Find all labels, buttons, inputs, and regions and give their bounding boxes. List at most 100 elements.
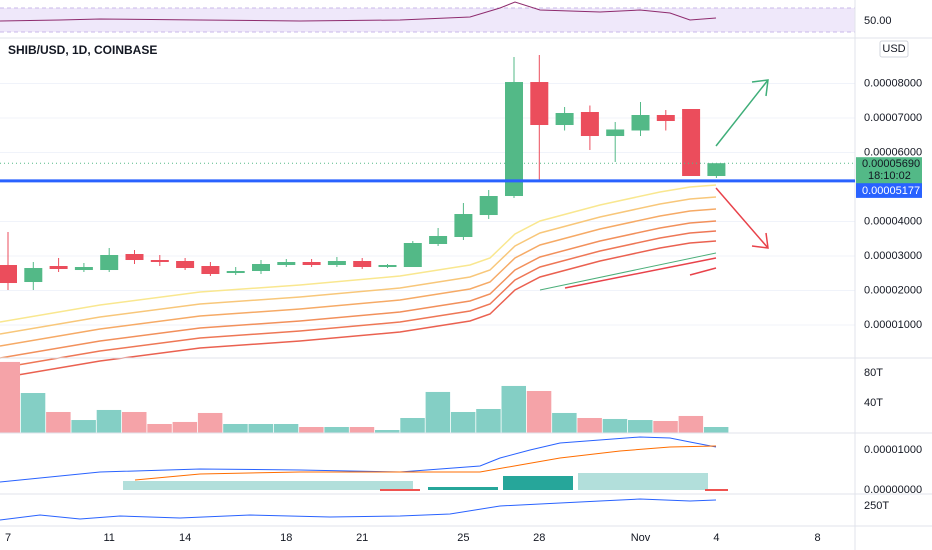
obv-line — [0, 498, 717, 521]
volume-bar — [375, 429, 400, 433]
volume-bar — [476, 408, 501, 433]
candle-body — [606, 129, 625, 137]
volume-bar — [703, 426, 729, 433]
volume-bar — [577, 417, 602, 433]
candle-body — [125, 254, 144, 261]
y-tick-label: 0.00004000 — [864, 215, 922, 227]
volume-bar — [678, 415, 704, 433]
up-arrow — [715, 79, 769, 147]
y-tick-label: 0.00006000 — [864, 146, 922, 158]
volume-bar — [46, 411, 71, 433]
rsi-line — [0, 1, 717, 22]
bottom-label: 250T — [864, 500, 889, 512]
rsi-label: 50.00 — [864, 15, 892, 27]
countdown-label: 18:10:02 — [868, 170, 911, 182]
candle-body — [201, 266, 220, 275]
volume-bar — [324, 426, 349, 433]
volume-bar — [0, 361, 20, 433]
x-tick-label: 11 — [103, 532, 114, 544]
x-tick-label: 28 — [533, 532, 545, 544]
chart-title: SHIB/USD, 1D, COINBASE — [8, 43, 157, 57]
candle-body — [631, 115, 650, 131]
volume-bar — [349, 426, 375, 433]
volume-bar — [20, 393, 46, 433]
volume-bar — [96, 409, 122, 433]
currency-label: USD — [882, 43, 905, 55]
candle-body — [378, 265, 397, 268]
candle-body — [24, 268, 43, 283]
x-tick-label: 7 — [5, 532, 11, 544]
candle-body — [353, 261, 372, 268]
volume-bar — [147, 423, 172, 433]
macd-label: 0.00001000 — [864, 444, 922, 456]
candle-body — [403, 242, 422, 268]
x-tick-label: 18 — [280, 532, 292, 544]
volume-bar — [526, 390, 552, 433]
support-badge — [856, 182, 922, 198]
candle-body — [100, 255, 119, 271]
y-tick-label: 0.00003000 — [864, 250, 922, 262]
candle-body — [454, 214, 473, 237]
macd-line — [0, 436, 717, 483]
x-tick-label: 14 — [179, 532, 191, 544]
volume-bar — [197, 412, 223, 433]
volume-bar — [450, 411, 476, 433]
currency-badge — [879, 40, 909, 58]
y-tick-label: 0.00002000 — [864, 284, 922, 296]
volume-bar — [172, 421, 198, 433]
ema-line — [564, 257, 717, 289]
volume-bar — [602, 418, 628, 433]
volume-bar — [552, 412, 577, 433]
candle-body — [479, 196, 498, 216]
x-tick-label: 8 — [815, 532, 821, 544]
volume-bar — [425, 391, 451, 433]
candle-body — [252, 264, 270, 272]
candle-body — [49, 266, 68, 270]
candle-body — [505, 82, 523, 197]
down-arrow-head — [751, 232, 769, 249]
volume-bar — [248, 423, 273, 433]
down-arrow — [715, 187, 769, 249]
up-arrow-head — [751, 79, 769, 97]
volume-bar — [400, 417, 425, 433]
candle-body — [176, 261, 195, 269]
candle-body — [277, 262, 296, 266]
macd-histogram — [123, 473, 708, 490]
candle-body — [656, 115, 675, 122]
x-tick-label: 21 — [356, 532, 368, 544]
ema-line — [0, 220, 717, 359]
candle-body — [555, 113, 574, 126]
candle-body — [150, 260, 169, 263]
rsi-band — [0, 8, 855, 32]
candle-body — [0, 265, 17, 284]
candle-body — [327, 261, 346, 266]
volume-bar — [299, 426, 324, 433]
candle-body — [74, 267, 93, 271]
volume-bar — [71, 420, 96, 433]
macd-label: 0.00000000 — [864, 484, 922, 496]
ema-line — [0, 230, 717, 369]
x-tick-label: Nov — [631, 532, 651, 544]
y-tick-label: 0.00008000 — [864, 77, 922, 89]
volume-tick-label: 40T — [864, 397, 883, 409]
volume-bar — [223, 423, 248, 433]
volume-bar — [273, 423, 299, 433]
volume-tick-label: 80T — [864, 367, 883, 379]
volume-bar — [122, 411, 147, 433]
candle-body — [302, 262, 321, 266]
ema-line — [689, 267, 717, 276]
ema-line — [539, 252, 717, 291]
candle-body — [682, 108, 701, 176]
candle-body — [429, 235, 448, 244]
x-tick-label: 4 — [713, 532, 719, 544]
y-tick-label: 0.00007000 — [864, 112, 922, 124]
ema-line — [0, 184, 717, 323]
last-price-badge — [856, 157, 922, 184]
volume-bar — [501, 385, 526, 433]
x-tick-label: 25 — [457, 532, 469, 544]
volume-bar — [628, 420, 653, 433]
volume-bar — [653, 420, 678, 433]
candle-body — [707, 163, 726, 176]
signal-line — [134, 445, 717, 481]
